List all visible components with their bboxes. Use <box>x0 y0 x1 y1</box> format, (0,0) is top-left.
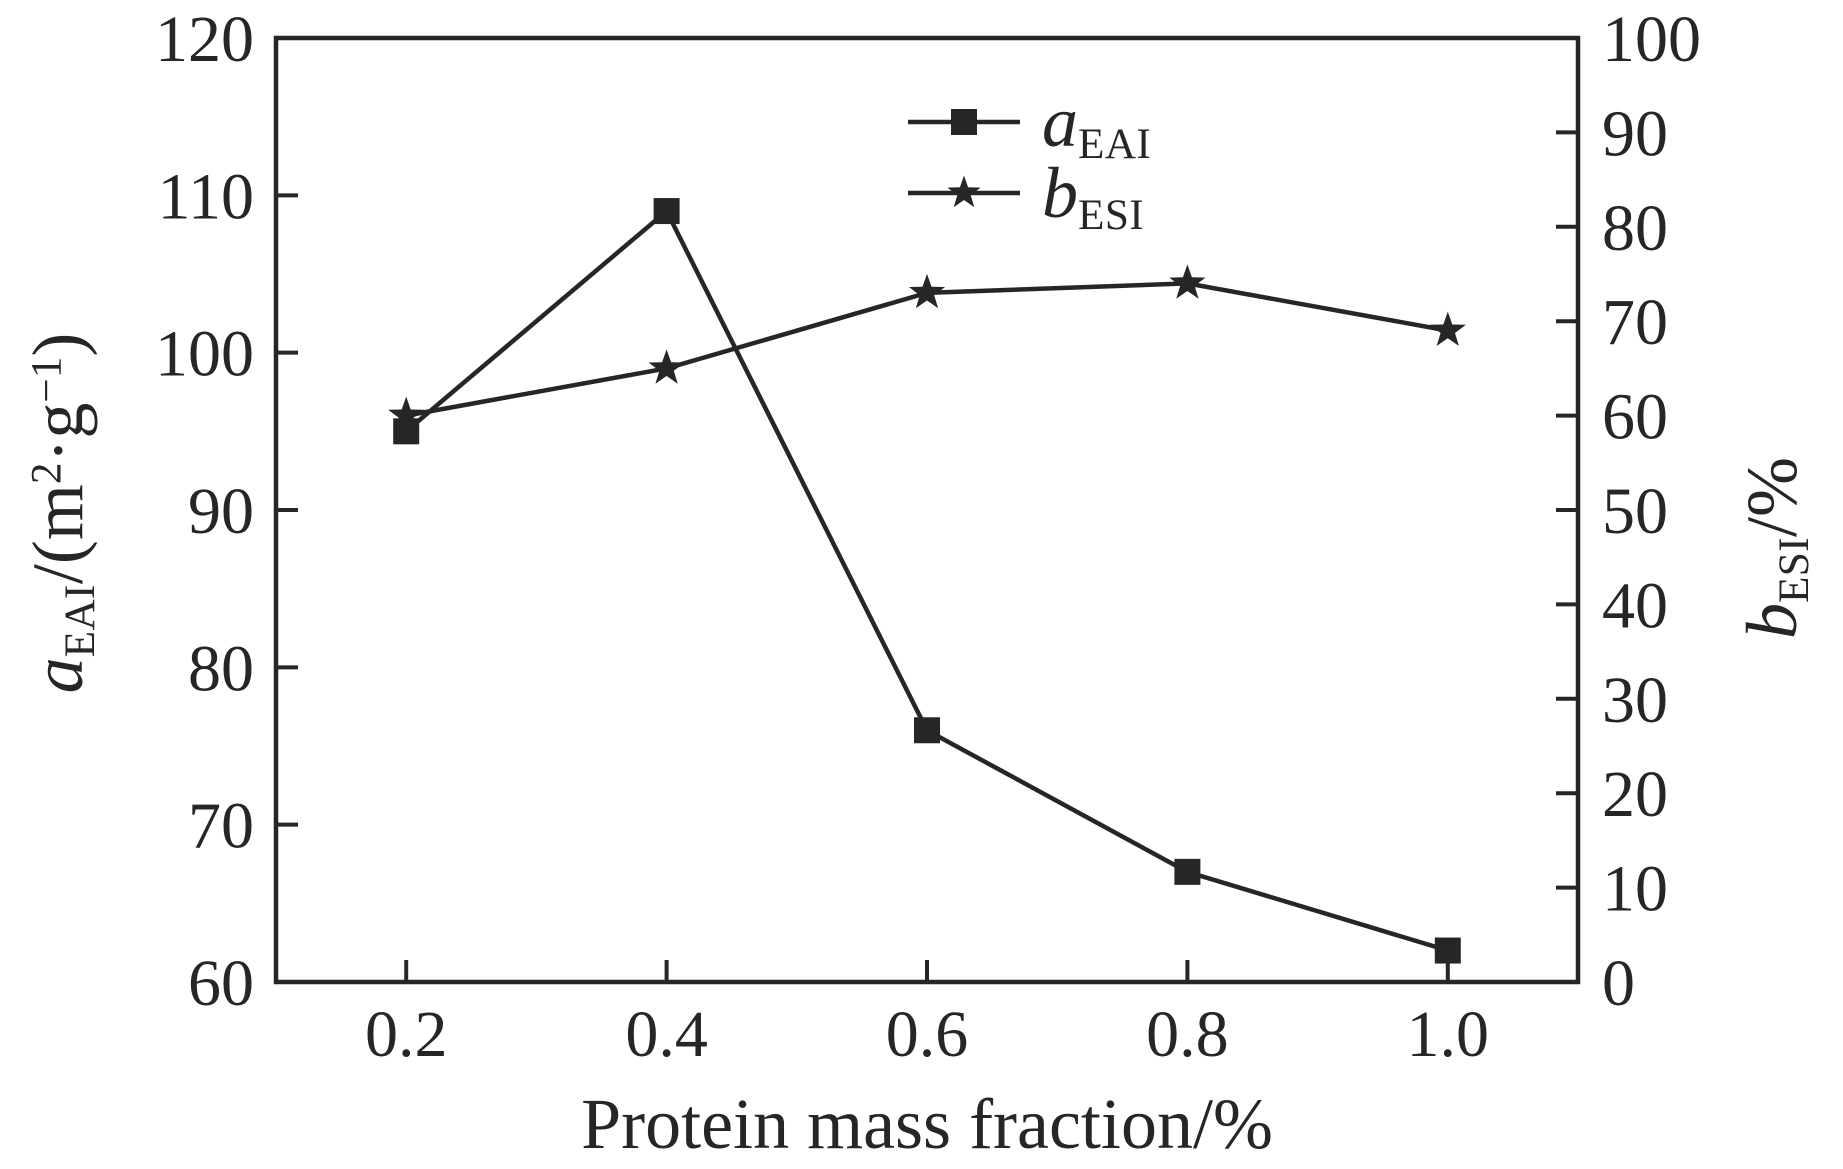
legend-item-aEAI: aEAI <box>908 86 1151 166</box>
left-axis-tick-label: 110 <box>157 160 254 233</box>
bESI-marker <box>1169 264 1206 299</box>
bESI-marker <box>1429 311 1466 346</box>
left-axis-tick-label: 100 <box>155 318 254 391</box>
right-axis-symbol-subscript: ESI <box>1771 536 1819 604</box>
right-axis-tick-label: 0 <box>1602 947 1635 1020</box>
legend-symbol-b: b <box>1042 152 1078 233</box>
bESI-marker <box>648 349 685 384</box>
left-axis-unit-superscript-2: −1 <box>23 356 71 403</box>
right-axis-unit: /% <box>1732 456 1812 537</box>
right-axis-tick-label: 40 <box>1602 569 1668 642</box>
bESI-marker <box>388 396 425 431</box>
aEAI-marker <box>1174 858 1201 885</box>
left-axis-tick-label: 70 <box>188 790 254 863</box>
left-axis-tick-label: 60 <box>188 947 254 1020</box>
left-axis-unit-superscript: 2 <box>23 462 71 485</box>
square-marker-icon <box>908 108 1020 135</box>
legend-label-aEAI: aEAI <box>1042 86 1151 166</box>
star-marker-icon <box>908 175 1020 207</box>
right-axis-tick-label: 100 <box>1602 3 1701 76</box>
right-axis-tick-label: 50 <box>1602 475 1668 548</box>
left-axis-title: aEAI/(m2·g−1) <box>16 113 104 913</box>
legend-subscript-ESI: ESI <box>1078 191 1145 239</box>
left-axis-symbol: a <box>18 657 98 694</box>
legend: aEAI bESI <box>908 86 1151 237</box>
x-axis-tick-label: 0.6 <box>886 998 969 1071</box>
legend-subscript-EAI: EAI <box>1078 120 1152 168</box>
right-axis-tick-label: 20 <box>1602 758 1668 831</box>
legend-item-bESI: bESI <box>908 157 1151 237</box>
right-axis-tick-label: 10 <box>1602 853 1668 926</box>
aEAI-line <box>404 207 1449 953</box>
right-axis-tick-label: 80 <box>1602 192 1668 265</box>
left-axis-tick-label: 80 <box>188 632 254 705</box>
x-axis-tick-label: 0.2 <box>365 998 448 1071</box>
left-axis-tick-label: 90 <box>188 475 254 548</box>
left-axis-unit: /(m <box>18 484 98 585</box>
x-axis-tick-label: 0.8 <box>1146 998 1229 1071</box>
left-axis-unit-close: ) <box>18 332 98 357</box>
right-axis-tick-label: 90 <box>1602 97 1668 170</box>
aEAI-marker <box>914 717 940 744</box>
legend-symbol-a: a <box>1042 81 1078 162</box>
aEAI-marker <box>653 198 680 225</box>
left-axis-unit-mid: ·g <box>18 402 98 463</box>
x-axis-tick-label: 1.0 <box>1407 998 1490 1071</box>
bESI-marker <box>908 273 946 309</box>
right-axis-title: bESI/% <box>1730 348 1818 748</box>
x-axis-title: Protein mass fraction/% <box>581 1084 1273 1164</box>
x-axis-tick-label: 0.4 <box>625 998 708 1071</box>
right-axis-tick-label: 30 <box>1602 664 1668 737</box>
left-axis-symbol-subscript: EAI <box>57 584 105 658</box>
left-axis-tick-label: 120 <box>155 3 254 76</box>
legend-label-bESI: bESI <box>1042 157 1144 237</box>
right-axis-symbol: b <box>1732 603 1812 640</box>
bESI-line <box>405 281 1449 418</box>
right-axis-tick-label: 70 <box>1602 286 1668 359</box>
aEAI-marker <box>1434 937 1461 964</box>
right-axis-tick-label: 60 <box>1602 381 1668 454</box>
